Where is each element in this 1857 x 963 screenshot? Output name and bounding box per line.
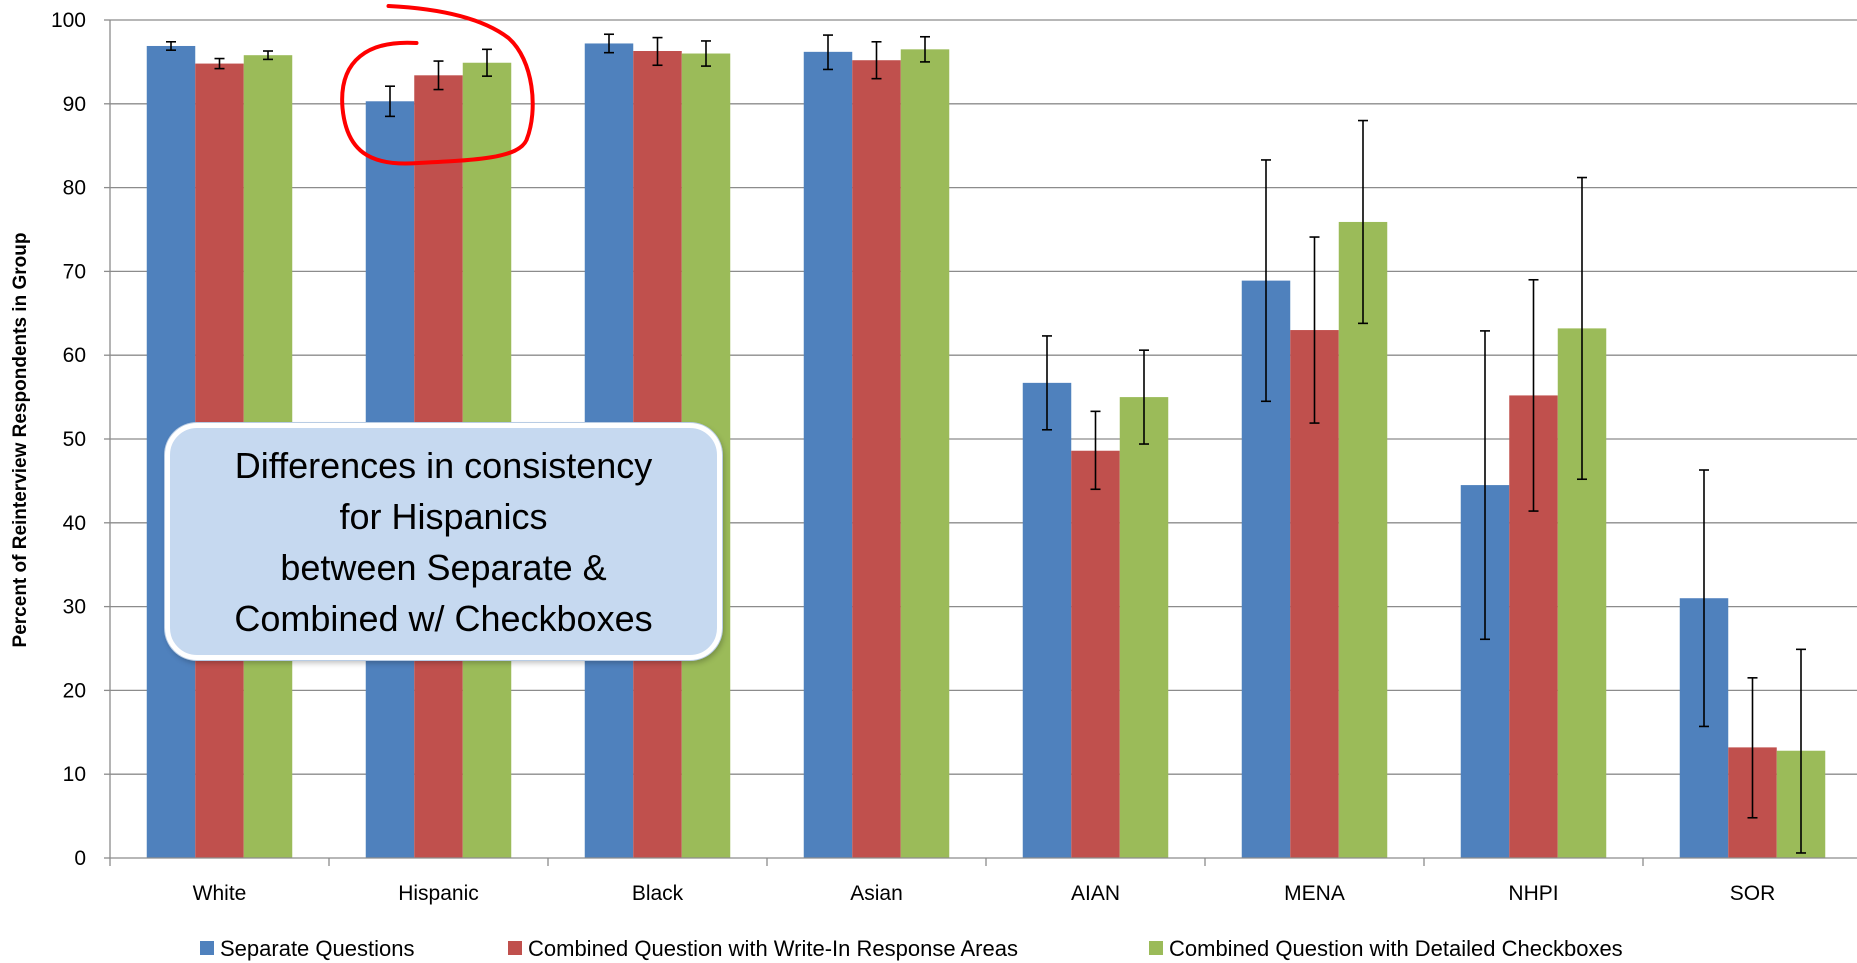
y-tick-label: 100	[51, 9, 86, 32]
annotation-line-1: Differences in consistency	[234, 444, 653, 486]
legend-label: Separate Questions	[220, 936, 414, 961]
x-tick-label: White	[193, 882, 247, 905]
error-bars	[166, 33, 1806, 854]
bar	[900, 49, 950, 858]
legend-label: Combined Question with Write-In Response…	[528, 936, 1018, 961]
legend-swatch	[200, 941, 214, 955]
bar	[852, 60, 901, 858]
y-tick-label: 20	[63, 679, 86, 702]
annotation-callout: Differences in consistency for Hispanics…	[165, 423, 722, 660]
annotation-line-3: between Separate &	[280, 546, 607, 588]
y-tick-label: 60	[63, 344, 86, 367]
x-tick-label: SOR	[1730, 882, 1776, 905]
x-tick-label: NHPI	[1508, 882, 1558, 905]
x-tick-label: AIAN	[1071, 882, 1120, 905]
highlight-stroke	[340, 4, 535, 166]
y-tick-label: 70	[63, 260, 86, 283]
y-tick-label: 30	[63, 596, 86, 619]
annotation-line-4: Combined w/ Checkboxes	[234, 597, 653, 639]
legend-swatch	[508, 941, 522, 955]
bar	[803, 51, 853, 859]
annotation-line-2: for Hispanics	[339, 495, 548, 537]
legend: Separate Questions Combined Question with…	[200, 936, 1623, 961]
axes: 0 10 20 30 40 50 60 70 80 90 100 White Hispanic Black…	[51, 9, 1857, 905]
y-tick-label: 10	[63, 763, 86, 786]
legend-swatch	[1149, 941, 1163, 955]
bar	[1071, 450, 1120, 858]
bar	[1338, 221, 1388, 858]
y-axis-label: Percent of Reinterview Respondents in Gr…	[10, 233, 31, 648]
x-tick-label: Black	[632, 882, 684, 905]
y-tick-label: 90	[63, 93, 86, 116]
y-tick-label: 50	[63, 428, 86, 451]
y-tick-label: 40	[63, 512, 86, 535]
highlight-circle	[340, 4, 535, 166]
y-tick-label: 0	[74, 847, 86, 870]
x-tick-label: Asian	[850, 882, 903, 905]
x-tick-label: MENA	[1284, 882, 1345, 905]
bar	[1022, 382, 1072, 858]
bar	[1119, 397, 1169, 858]
legend-label: Combined Question with Detailed Checkbox…	[1169, 936, 1623, 961]
y-tick-label: 80	[63, 177, 86, 200]
x-tick-label: Hispanic	[398, 882, 479, 905]
